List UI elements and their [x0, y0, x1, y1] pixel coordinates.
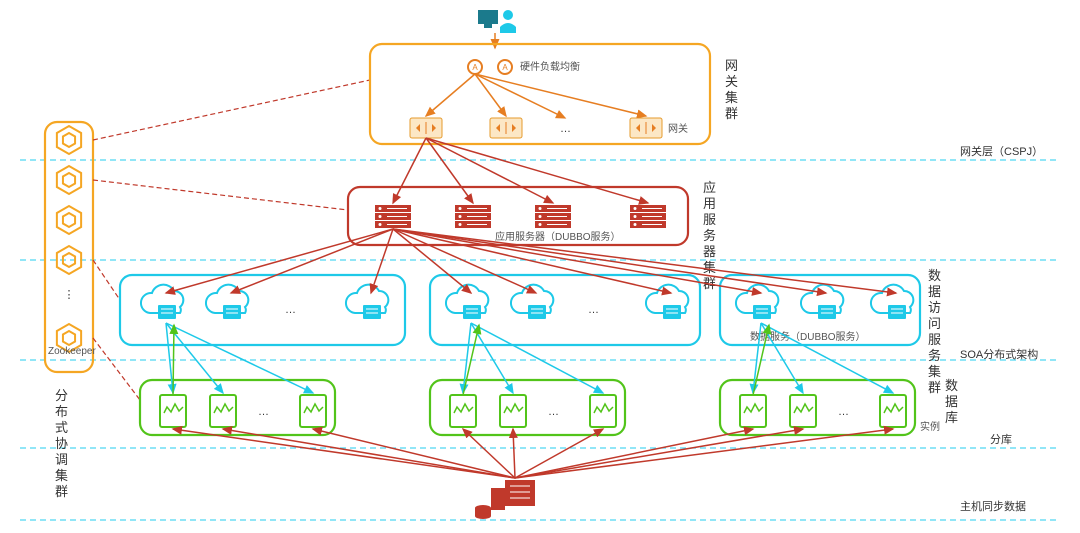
app-title: 应用服务器集群: [703, 180, 716, 291]
svg-text:…: …: [285, 304, 296, 316]
svg-text:实例: 实例: [920, 420, 940, 433]
zookeeper-label: Zookeeper: [48, 346, 96, 357]
cloud-server-icon: [158, 305, 176, 319]
db-instance-icon: [160, 395, 186, 427]
db-title: 数据库: [945, 378, 958, 425]
svg-text:A: A: [472, 63, 478, 72]
cloud-server-icon: [753, 305, 771, 319]
db-instance-icon: [210, 395, 236, 427]
svg-text:…: …: [838, 406, 849, 418]
cloud-server-icon: [663, 305, 681, 319]
user-icon: [503, 10, 513, 20]
cloud-server-icon: [818, 305, 836, 319]
ellipsis: …: [560, 123, 571, 135]
zk-link: [93, 338, 140, 400]
db-instance-icon: [590, 395, 616, 427]
user-monitor-icon: [478, 10, 498, 24]
architecture-diagram: ⋮ Zookeeper 分布式协调集群 网关集群网关层（CSPJ） A A 硬件负载均衡 … 网…: [0, 0, 1080, 533]
svg-text:…: …: [548, 406, 559, 418]
db-instance-icon: [880, 395, 906, 427]
zk-link: [93, 260, 120, 300]
zookeeper-group-label: 分布式协调集群: [55, 388, 68, 499]
svg-text:主机同步数据: 主机同步数据: [960, 499, 1026, 513]
cloud-server-icon: [463, 305, 481, 319]
cloud-server-icon: [528, 305, 546, 319]
zk-link: [93, 180, 348, 210]
cloud-server-icon: [363, 305, 381, 319]
svg-text:A: A: [502, 63, 508, 72]
svg-text:分库: 分库: [990, 433, 1012, 446]
cloud-server-icon: [888, 305, 906, 319]
svg-text:网关: 网关: [668, 122, 688, 135]
host-server-icon: [505, 480, 535, 506]
gateway-title: 网关集群: [725, 58, 738, 121]
cloud-server-icon: [223, 305, 241, 319]
zk-link: [93, 80, 370, 140]
svg-text:…: …: [588, 304, 599, 316]
db-instance-icon: [300, 395, 326, 427]
lb-label: 硬件负载均衡: [520, 60, 580, 73]
db-instance-icon: [790, 395, 816, 427]
ellipsis: ⋮: [64, 289, 75, 301]
data-title: 数据访问服务集群: [928, 268, 941, 395]
svg-text:SOA分布式架构: SOA分布式架构: [960, 347, 1038, 361]
db-instance-icon: [500, 395, 526, 427]
gateway-layer-label: 网关层（CSPJ）: [960, 144, 1043, 158]
db-instance-icon: [740, 395, 766, 427]
db-instance-icon: [450, 395, 476, 427]
svg-text:…: …: [258, 406, 269, 418]
svg-text:应用服务器（DUBBO服务）: 应用服务器（DUBBO服务）: [495, 230, 621, 243]
